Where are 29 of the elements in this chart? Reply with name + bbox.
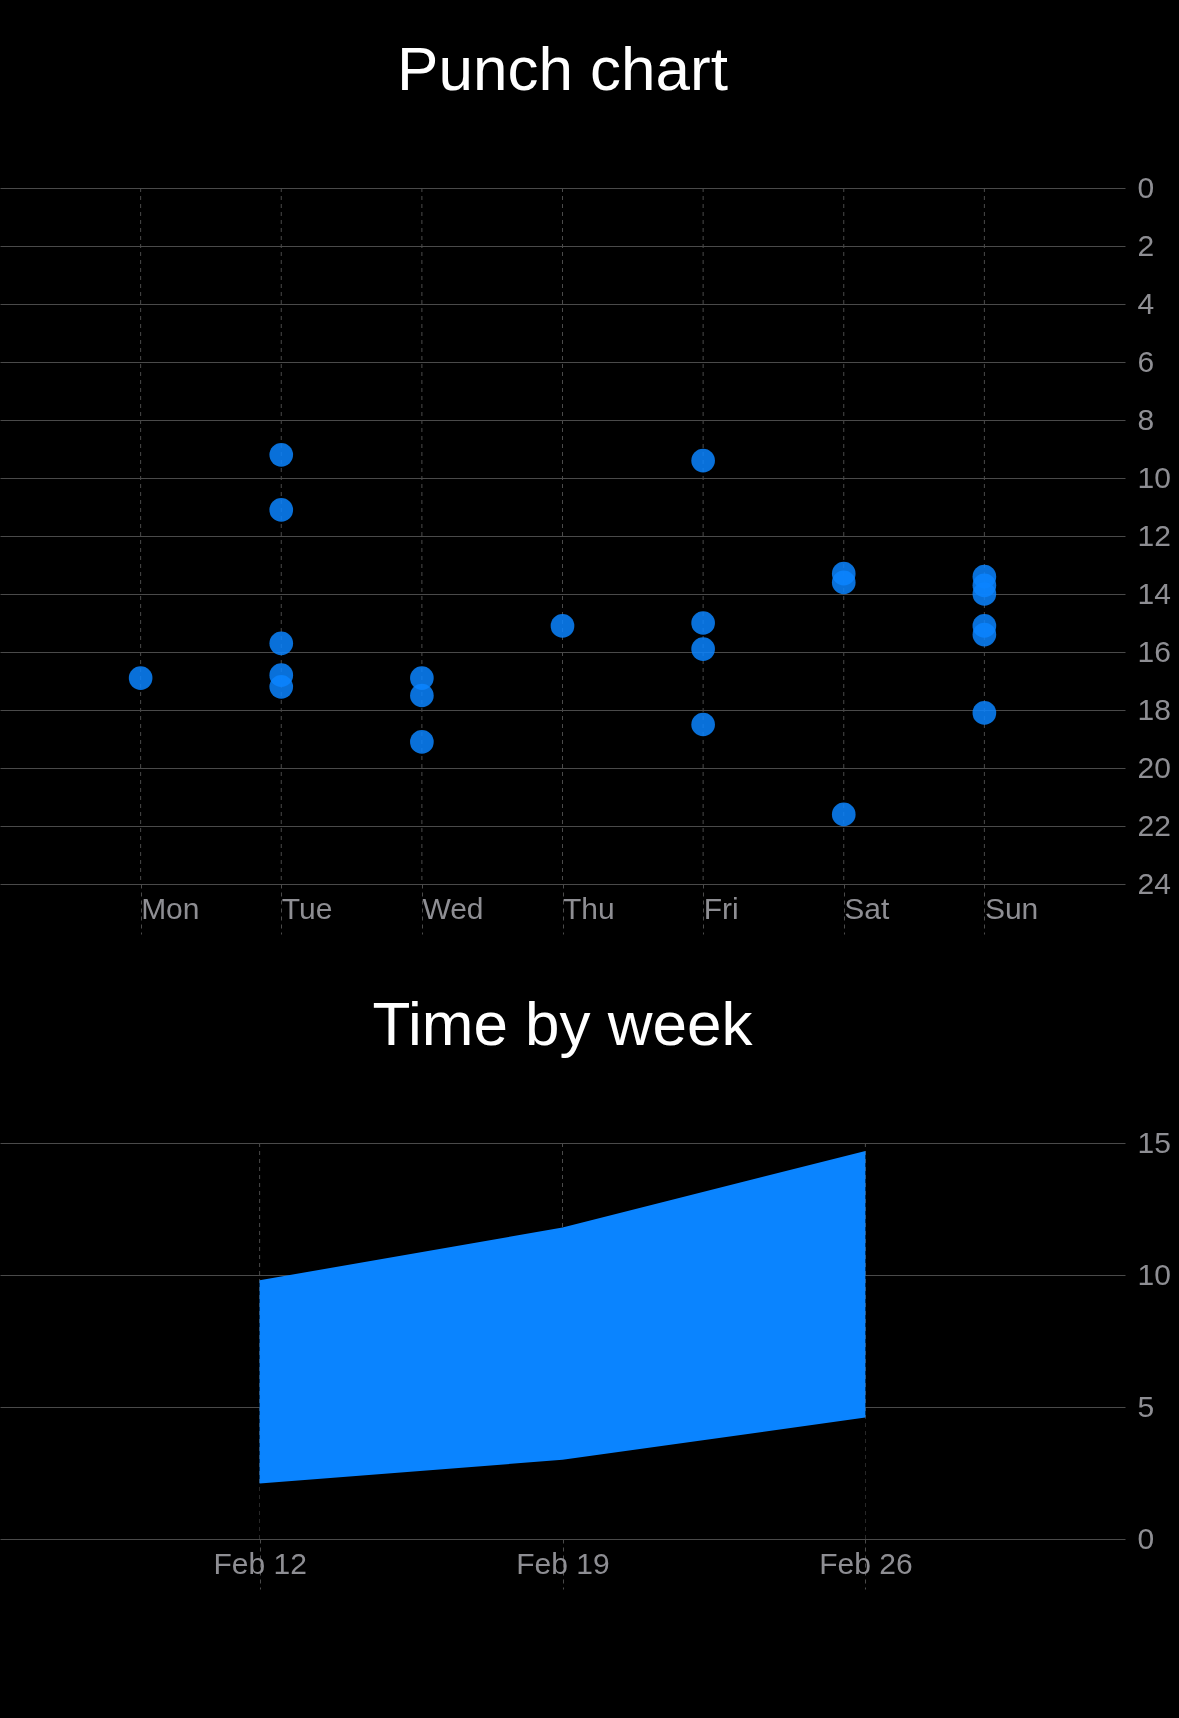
x-tick-label: Sat	[844, 891, 890, 925]
y-tick-label: 14	[1137, 576, 1171, 610]
chart-title: Punch chart	[397, 34, 728, 103]
y-tick-label: 0	[1137, 170, 1155, 204]
x-tick-label: Fri	[703, 891, 739, 925]
y-tick-label: 10	[1137, 1257, 1171, 1291]
y-tick-label: 8	[1137, 402, 1155, 436]
x-tick-label: Feb 26	[819, 1546, 913, 1580]
x-tick-label: Mon	[141, 891, 200, 925]
x-tick-label: Tue	[281, 891, 333, 925]
y-tick-label: 22	[1137, 808, 1171, 842]
x-tick-label: Feb 12	[213, 1546, 307, 1580]
y-tick-label: 16	[1137, 634, 1171, 668]
y-tick-label: 15	[1137, 1125, 1171, 1159]
y-tick-label: 2	[1137, 228, 1155, 262]
y-tick-label: 24	[1137, 866, 1171, 900]
x-tick-label: Sun	[984, 891, 1039, 925]
x-tick-label: Wed	[422, 891, 484, 925]
y-tick-label: 0	[1137, 1521, 1155, 1555]
y-tick-label: 4	[1137, 286, 1155, 320]
y-tick-label: 10	[1137, 460, 1171, 494]
x-tick-label: Thu	[563, 891, 615, 925]
y-tick-label: 20	[1137, 750, 1171, 784]
y-tick-label: 12	[1137, 518, 1171, 552]
y-tick-label: 5	[1137, 1389, 1155, 1423]
x-tick-label: Feb 19	[516, 1546, 610, 1580]
y-tick-label: 6	[1137, 344, 1155, 378]
chart-title: Time by week	[372, 989, 754, 1058]
y-tick-label: 18	[1137, 692, 1171, 726]
